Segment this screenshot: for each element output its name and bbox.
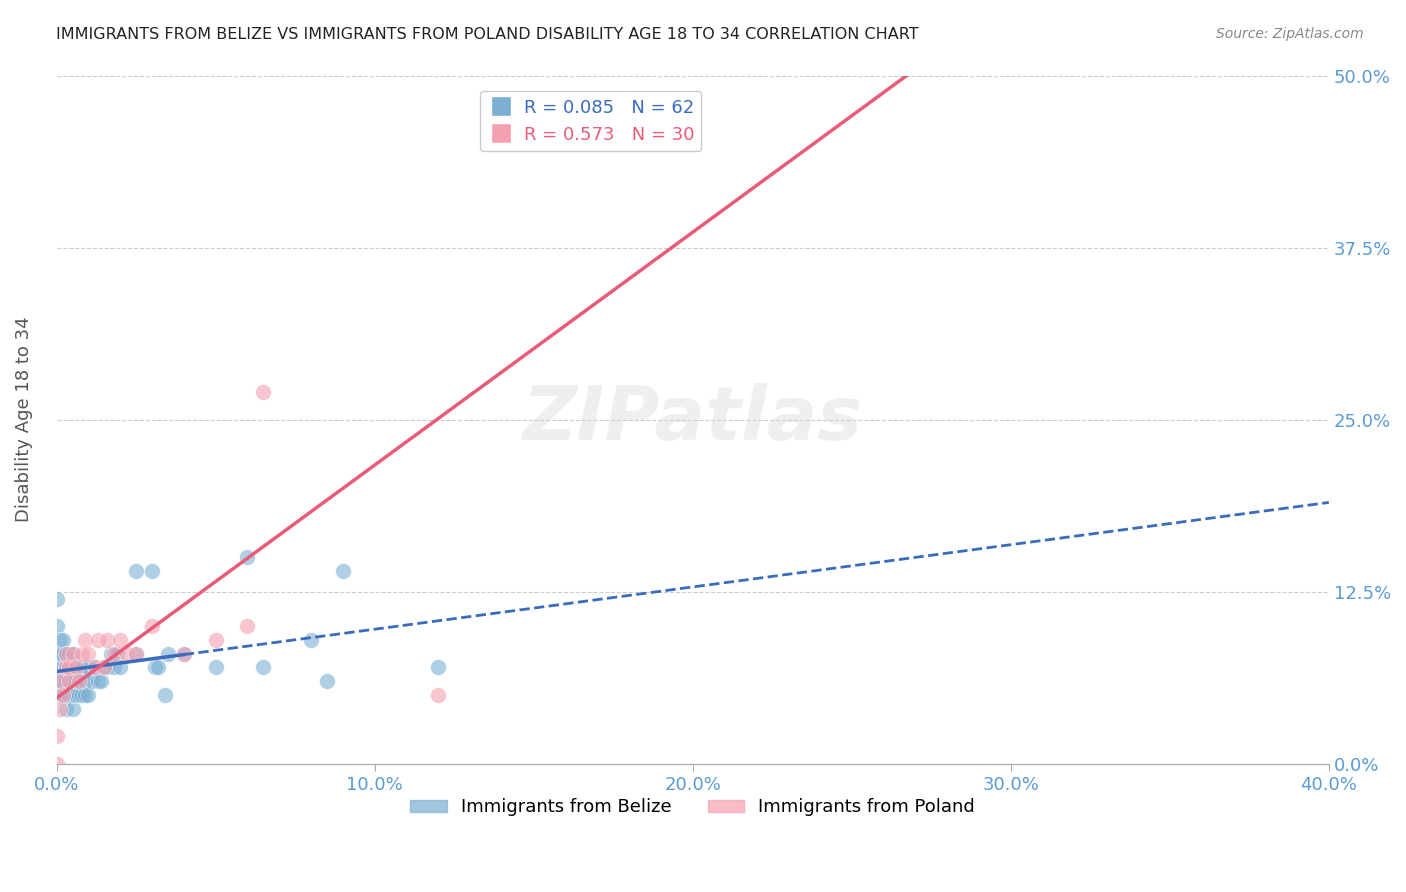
Immigrants from Belize: [67, 688, 90, 702]
Immigrants from Belize: [49, 688, 72, 702]
Immigrants from Poland: [173, 647, 195, 661]
Immigrants from Belize: [55, 660, 77, 674]
Immigrants from Poland: [141, 619, 163, 633]
Immigrants from Poland: [52, 688, 75, 702]
Immigrants from Belize: [80, 674, 103, 689]
Immigrants from Belize: [93, 660, 115, 674]
Immigrants from Poland: [55, 647, 77, 661]
Immigrants from Belize: [58, 647, 80, 661]
Immigrants from Belize: [62, 674, 84, 689]
Immigrants from Belize: [110, 660, 132, 674]
Immigrants from Poland: [65, 660, 87, 674]
Immigrants from Poland: [45, 729, 67, 743]
Immigrants from Belize: [204, 660, 226, 674]
Immigrants from Poland: [45, 756, 67, 771]
Immigrants from Belize: [316, 674, 339, 689]
Immigrants from Belize: [77, 688, 100, 702]
Immigrants from Belize: [148, 660, 170, 674]
Immigrants from Belize: [45, 619, 67, 633]
Immigrants from Belize: [96, 660, 118, 674]
Immigrants from Belize: [52, 660, 75, 674]
Immigrants from Belize: [55, 674, 77, 689]
Immigrants from Poland: [75, 632, 97, 647]
Immigrants from Belize: [49, 647, 72, 661]
Immigrants from Poland: [115, 647, 138, 661]
Immigrants from Poland: [427, 688, 450, 702]
Immigrants from Poland: [58, 674, 80, 689]
Immigrants from Belize: [62, 702, 84, 716]
Immigrants from Poland: [103, 647, 125, 661]
Immigrants from Poland: [110, 632, 132, 647]
Immigrants from Belize: [77, 660, 100, 674]
Immigrants from Poland: [745, 41, 768, 55]
Immigrants from Belize: [52, 688, 75, 702]
Immigrants from Belize: [58, 688, 80, 702]
Immigrants from Poland: [204, 632, 226, 647]
Immigrants from Belize: [52, 647, 75, 661]
Immigrants from Belize: [173, 647, 195, 661]
Immigrants from Poland: [252, 385, 274, 400]
Immigrants from Belize: [45, 591, 67, 606]
Immigrants from Belize: [58, 660, 80, 674]
Immigrants from Poland: [58, 660, 80, 674]
Immigrants from Poland: [125, 647, 148, 661]
Immigrants from Belize: [52, 632, 75, 647]
Immigrants from Belize: [143, 660, 166, 674]
Y-axis label: Disability Age 18 to 34: Disability Age 18 to 34: [15, 317, 32, 523]
Immigrants from Belize: [87, 674, 110, 689]
Immigrants from Belize: [65, 674, 87, 689]
Immigrants from Belize: [105, 647, 128, 661]
Immigrants from Belize: [103, 660, 125, 674]
Immigrants from Belize: [70, 660, 93, 674]
Immigrants from Belize: [67, 674, 90, 689]
Immigrants from Belize: [75, 674, 97, 689]
Immigrants from Belize: [141, 564, 163, 578]
Immigrants from Poland: [77, 647, 100, 661]
Immigrants from Belize: [125, 564, 148, 578]
Immigrants from Belize: [52, 674, 75, 689]
Immigrants from Poland: [49, 702, 72, 716]
Immigrants from Belize: [49, 674, 72, 689]
Text: IMMIGRANTS FROM BELIZE VS IMMIGRANTS FROM POLAND DISABILITY AGE 18 TO 34 CORRELA: IMMIGRANTS FROM BELIZE VS IMMIGRANTS FRO…: [56, 27, 920, 42]
Immigrants from Belize: [90, 674, 112, 689]
Immigrants from Belize: [100, 647, 122, 661]
Legend: Immigrants from Belize, Immigrants from Poland: Immigrants from Belize, Immigrants from …: [404, 791, 983, 823]
Immigrants from Poland: [87, 632, 110, 647]
Immigrants from Belize: [236, 550, 259, 565]
Immigrants from Poland: [96, 632, 118, 647]
Immigrants from Poland: [236, 619, 259, 633]
Immigrants from Belize: [153, 688, 176, 702]
Immigrants from Belize: [75, 688, 97, 702]
Text: ZIPatlas: ZIPatlas: [523, 384, 863, 456]
Immigrants from Belize: [45, 647, 67, 661]
Immigrants from Belize: [65, 688, 87, 702]
Immigrants from Belize: [49, 660, 72, 674]
Immigrants from Belize: [65, 660, 87, 674]
Immigrants from Belize: [62, 660, 84, 674]
Immigrants from Belize: [427, 660, 450, 674]
Immigrants from Poland: [83, 660, 105, 674]
Text: Source: ZipAtlas.com: Source: ZipAtlas.com: [1216, 27, 1364, 41]
Immigrants from Poland: [93, 660, 115, 674]
Immigrants from Belize: [252, 660, 274, 674]
Immigrants from Belize: [49, 632, 72, 647]
Immigrants from Poland: [62, 647, 84, 661]
Immigrants from Belize: [70, 688, 93, 702]
Immigrants from Belize: [55, 647, 77, 661]
Immigrants from Poland: [49, 674, 72, 689]
Immigrants from Belize: [125, 647, 148, 661]
Immigrants from Belize: [156, 647, 179, 661]
Immigrants from Poland: [70, 647, 93, 661]
Immigrants from Belize: [83, 660, 105, 674]
Immigrants from Belize: [299, 632, 322, 647]
Immigrants from Belize: [55, 702, 77, 716]
Immigrants from Poland: [55, 660, 77, 674]
Immigrants from Belize: [62, 647, 84, 661]
Immigrants from Poland: [67, 674, 90, 689]
Immigrants from Belize: [58, 674, 80, 689]
Immigrants from Belize: [62, 688, 84, 702]
Immigrants from Belize: [332, 564, 354, 578]
